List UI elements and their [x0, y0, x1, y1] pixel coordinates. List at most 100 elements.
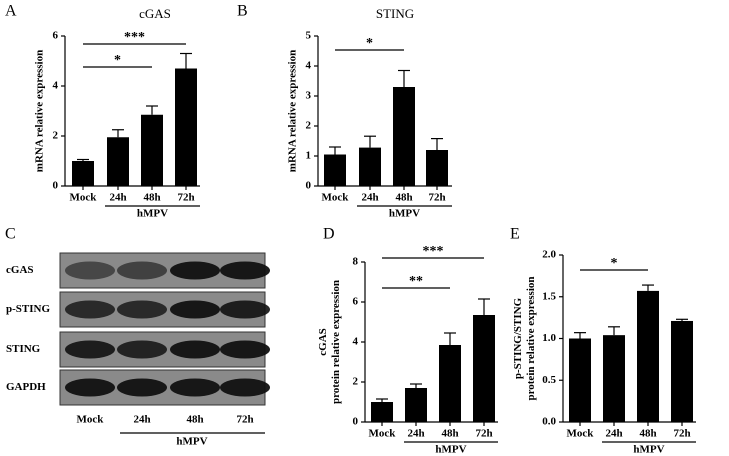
significance-label: ***	[423, 244, 444, 259]
blot-band	[65, 261, 115, 280]
y-axis-label: p-STING/STING	[512, 297, 524, 379]
group-label: hMPV	[176, 436, 207, 448]
y-tick-label: 8	[353, 256, 359, 268]
blot-band	[170, 340, 220, 359]
significance-label: ***	[124, 30, 145, 45]
significance-label: **	[409, 274, 423, 289]
x-tick-label: Mock	[567, 428, 595, 440]
x-tick-label: 72h	[177, 192, 194, 204]
y-tick-label: 0	[306, 180, 312, 192]
significance-label: *	[114, 53, 121, 68]
bar	[359, 147, 381, 186]
y-tick-label: 4	[353, 336, 359, 348]
panel-letter: B	[237, 3, 248, 20]
bar	[439, 345, 461, 422]
blot-row-label: GAPDH	[6, 381, 46, 393]
blot-row-label: STING	[6, 343, 41, 355]
y-tick-label: 6	[353, 296, 359, 308]
bar	[426, 150, 448, 186]
significance-label: *	[366, 36, 373, 51]
blot-band	[220, 340, 270, 359]
blot-band	[65, 340, 115, 359]
blot-band	[170, 261, 220, 280]
bar	[393, 87, 415, 186]
panel-letter: D	[323, 226, 335, 243]
x-tick-label: 24h	[361, 192, 378, 204]
panel-letter: A	[5, 3, 17, 20]
x-tick-label: 24h	[605, 428, 622, 440]
blot-band	[170, 300, 220, 319]
chart-title: STING	[376, 6, 414, 21]
x-tick-label: 48h	[395, 192, 412, 204]
x-tick-label: 72h	[673, 428, 690, 440]
bar	[324, 154, 346, 186]
y-axis-label: mRNA relative expression	[34, 50, 46, 172]
y-axis-label: mRNA relative expression	[287, 50, 299, 172]
y-axis-label: cGAS	[317, 328, 329, 356]
x-tick-label: 24h	[407, 428, 424, 440]
bar	[603, 335, 625, 422]
blot-band	[65, 378, 115, 397]
panel-letter: C	[5, 226, 16, 243]
y-tick-label: 3	[306, 90, 312, 102]
blot-band	[170, 378, 220, 397]
blot-band	[117, 378, 167, 397]
x-tick-label: 48h	[143, 192, 160, 204]
bar	[637, 290, 659, 422]
y-tick-label: 0	[353, 416, 359, 428]
chart-title: cGAS	[139, 6, 171, 21]
x-tick-label: 24h	[109, 192, 126, 204]
group-label: hMPV	[389, 208, 420, 220]
bar	[671, 320, 693, 422]
bar	[141, 114, 163, 186]
blot-row-label: cGAS	[6, 264, 34, 276]
bar	[473, 315, 495, 422]
lane-label: 48h	[186, 414, 203, 426]
bar	[371, 402, 393, 422]
group-label: hMPV	[633, 444, 664, 456]
blot-row-label: p-STING	[6, 303, 50, 315]
x-tick-label: 48h	[639, 428, 656, 440]
y-tick-label: 5	[306, 30, 312, 42]
x-tick-label: 72h	[475, 428, 492, 440]
group-label: hMPV	[435, 444, 466, 456]
x-tick-label: 72h	[428, 192, 445, 204]
blot-band	[117, 300, 167, 319]
bar	[569, 338, 591, 422]
blot-band	[65, 300, 115, 319]
panel-letter: E	[510, 226, 520, 243]
x-tick-label: Mock	[369, 428, 397, 440]
bar	[107, 137, 129, 186]
y-tick-label: 1.0	[542, 332, 556, 344]
bar	[175, 68, 197, 186]
blot-band	[117, 340, 167, 359]
bar	[72, 161, 94, 186]
group-label: hMPV	[137, 208, 168, 220]
bar	[405, 388, 427, 422]
significance-label: *	[611, 256, 618, 271]
y-tick-label: 2	[53, 130, 59, 142]
y-axis-label: protein relative expression	[330, 280, 342, 404]
lane-label: 72h	[236, 414, 253, 426]
y-axis-label: protein relative expression	[525, 276, 537, 400]
y-tick-label: 1	[306, 150, 312, 162]
x-tick-label: 48h	[441, 428, 458, 440]
blot-band	[117, 261, 167, 280]
y-tick-label: 0	[53, 180, 59, 192]
blot-band	[220, 378, 270, 397]
y-tick-label: 4	[306, 60, 312, 72]
blot-band	[220, 300, 270, 319]
x-tick-label: Mock	[70, 192, 98, 204]
y-tick-label: 4	[53, 80, 59, 92]
lane-label: Mock	[77, 414, 105, 426]
y-tick-label: 1.5	[542, 290, 556, 302]
y-tick-label: 0.0	[542, 416, 556, 428]
y-tick-label: 2.0	[542, 249, 556, 261]
y-tick-label: 2	[306, 120, 312, 132]
y-tick-label: 6	[53, 30, 59, 42]
y-tick-label: 2	[353, 376, 359, 388]
x-tick-label: Mock	[322, 192, 350, 204]
blot-band	[220, 261, 270, 280]
y-tick-label: 0.5	[542, 374, 556, 386]
